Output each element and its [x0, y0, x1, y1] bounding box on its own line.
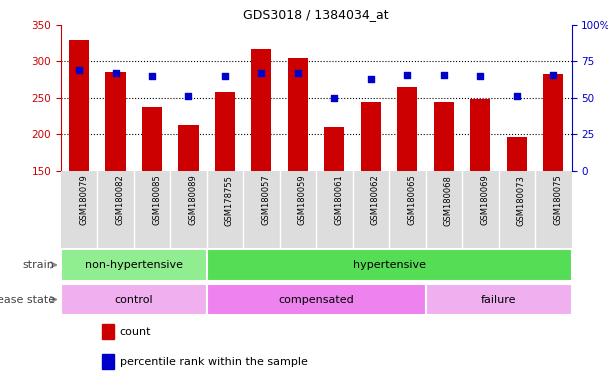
Bar	[324, 127, 344, 171]
Bar	[434, 101, 454, 171]
Bar	[105, 72, 125, 171]
Text: compensated: compensated	[278, 295, 354, 305]
Bar	[207, 284, 426, 315]
Point	[147, 73, 157, 79]
Text: control: control	[114, 295, 153, 305]
Text: failure: failure	[481, 295, 516, 305]
Bar	[61, 250, 207, 280]
Bar	[142, 107, 162, 171]
Bar	[361, 101, 381, 171]
Point	[257, 70, 266, 76]
Text: GSM180059: GSM180059	[298, 175, 307, 225]
Point	[402, 71, 412, 78]
Text: GSM180065: GSM180065	[407, 175, 416, 225]
Point	[293, 70, 303, 76]
Text: count: count	[120, 327, 151, 337]
Text: percentile rank within the sample: percentile rank within the sample	[120, 358, 308, 367]
Text: GSM180061: GSM180061	[334, 175, 344, 225]
Text: GSM180082: GSM180082	[116, 175, 125, 225]
Bar	[543, 74, 563, 171]
Bar	[61, 284, 207, 315]
Point	[366, 76, 376, 82]
Bar	[426, 284, 572, 315]
Text: disease state: disease state	[0, 295, 55, 305]
Text: hypertensive: hypertensive	[353, 260, 426, 270]
Bar	[102, 354, 114, 369]
Point	[111, 70, 120, 76]
Text: GSM180085: GSM180085	[152, 175, 161, 225]
Text: GSM180073: GSM180073	[517, 175, 526, 225]
Bar	[506, 137, 527, 171]
Text: GSM180057: GSM180057	[261, 175, 271, 225]
Point	[512, 93, 522, 99]
Point	[74, 67, 84, 73]
Bar	[288, 58, 308, 171]
Point	[548, 71, 558, 78]
Point	[330, 95, 339, 101]
Bar	[470, 99, 490, 171]
Text: GSM180062: GSM180062	[371, 175, 380, 225]
Text: GSM178755: GSM178755	[225, 175, 234, 225]
Point	[184, 93, 193, 99]
Text: GSM180079: GSM180079	[79, 175, 88, 225]
Point	[439, 71, 449, 78]
Point	[220, 73, 230, 79]
Bar	[397, 87, 417, 171]
Bar	[178, 125, 198, 171]
Bar	[69, 40, 89, 171]
Bar	[207, 250, 572, 280]
Text: GSM180075: GSM180075	[553, 175, 562, 225]
Text: strain: strain	[23, 260, 55, 270]
Point	[475, 73, 485, 79]
Text: GSM180089: GSM180089	[188, 175, 198, 225]
Text: non-hypertensive: non-hypertensive	[85, 260, 183, 270]
Bar	[102, 324, 114, 339]
Title: GDS3018 / 1384034_at: GDS3018 / 1384034_at	[243, 8, 389, 21]
Bar	[215, 92, 235, 171]
Text: GSM180068: GSM180068	[444, 175, 453, 225]
Text: GSM180069: GSM180069	[480, 175, 489, 225]
Bar	[251, 49, 271, 171]
